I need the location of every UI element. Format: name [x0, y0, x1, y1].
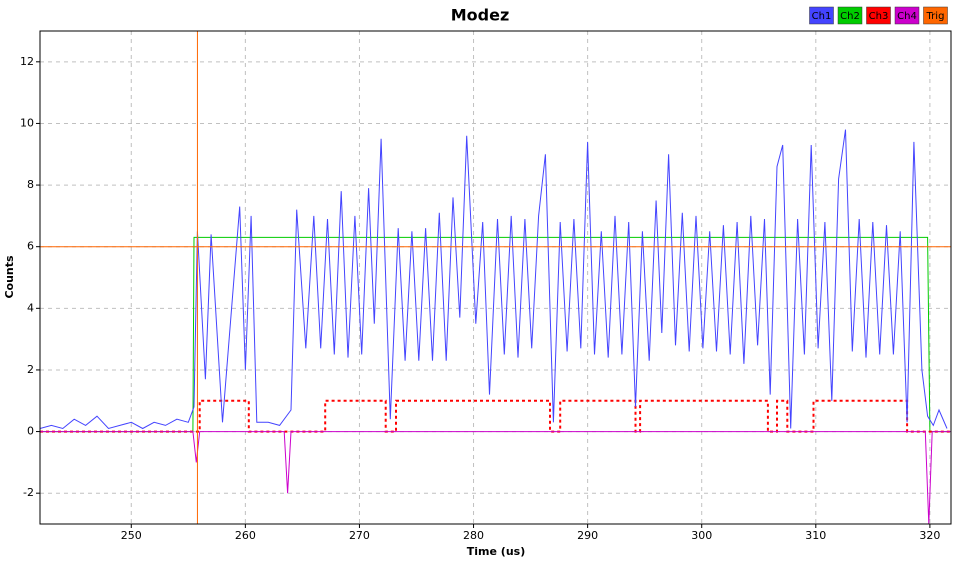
- chart-title: Modez: [451, 6, 510, 25]
- x-axis-label: Time (us): [467, 545, 525, 558]
- series-line: [40, 431, 951, 525]
- legend-swatch: [894, 6, 920, 25]
- y-tick-label: 8: [27, 178, 34, 191]
- plot-frame: [39, 30, 952, 525]
- legend-label: Ch2: [840, 11, 860, 22]
- legend-swatch: [837, 6, 863, 25]
- legend-swatch: [866, 6, 891, 25]
- y-axis-label: Counts: [3, 255, 16, 299]
- legend-label: Ch4: [897, 11, 917, 22]
- y-tick-label: 6: [27, 240, 34, 253]
- y-tick-label: 12: [20, 55, 34, 68]
- legend-label: Trig: [926, 11, 945, 22]
- x-tick-label: 290: [577, 529, 598, 542]
- y-tick-label: 2: [27, 363, 34, 376]
- legend-label: Ch1: [812, 11, 832, 22]
- y-tick-label: -2: [23, 486, 34, 499]
- x-tick-label: 260: [235, 529, 256, 542]
- series-line: [39, 129, 948, 430]
- x-tick-label: 250: [121, 529, 142, 542]
- y-tick-label: 4: [27, 301, 34, 314]
- legend-label: Ch3: [869, 11, 889, 22]
- series-line: [40, 399, 951, 433]
- x-tick-label: 270: [349, 529, 370, 542]
- x-tick-label: 310: [805, 529, 826, 542]
- x-tick-label: 320: [919, 529, 940, 542]
- y-tick-label: 10: [20, 116, 34, 129]
- x-tick-label: 300: [691, 529, 712, 542]
- legend-swatch: [923, 6, 948, 25]
- y-tick-label: 0: [27, 425, 34, 438]
- legend-swatch: [809, 6, 834, 25]
- x-tick-label: 280: [463, 529, 484, 542]
